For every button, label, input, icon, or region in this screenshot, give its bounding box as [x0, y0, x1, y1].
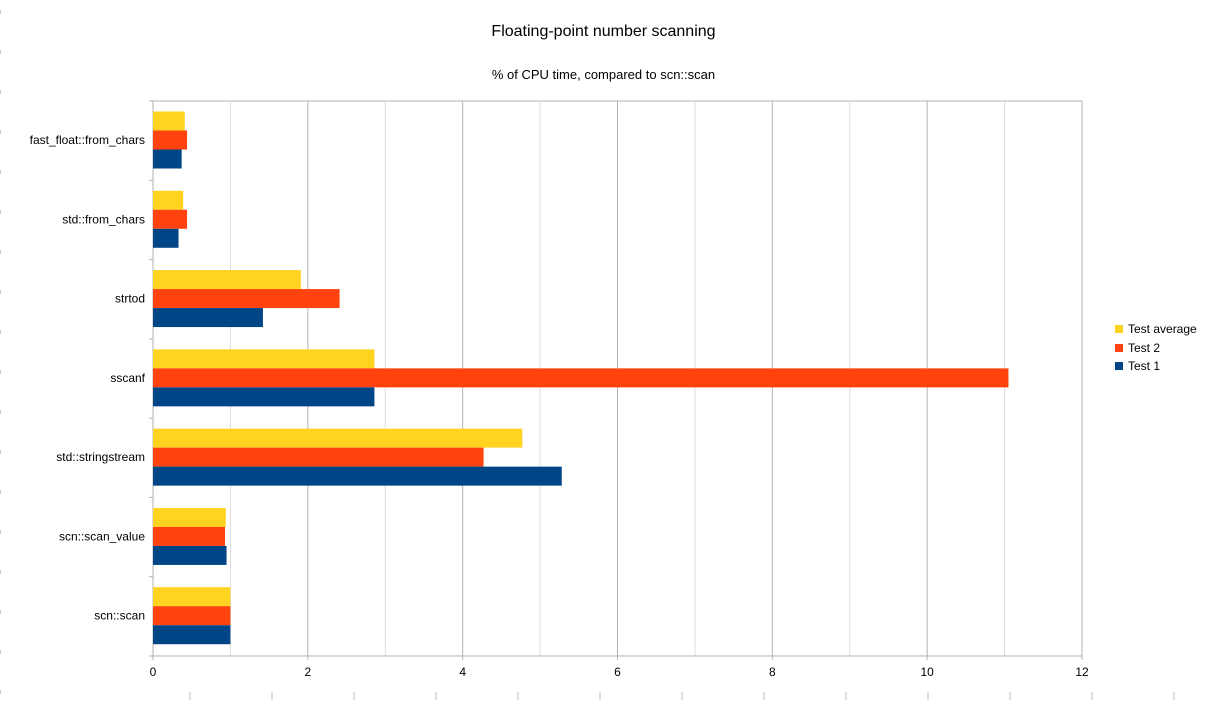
- category-label: sscanf: [110, 371, 145, 385]
- x-tick-label: 4: [459, 665, 466, 679]
- bar: [153, 387, 375, 407]
- bar: [153, 289, 340, 309]
- legend-item-test-2: Test 2: [1115, 339, 1197, 358]
- legend-swatch: [1115, 362, 1123, 371]
- bar: [153, 349, 375, 369]
- bar: [153, 447, 484, 467]
- bar: [153, 587, 231, 607]
- bar: [153, 368, 1009, 388]
- bar: [153, 526, 225, 546]
- x-tick-label: 0: [150, 665, 157, 679]
- legend-label: Test 1: [1128, 359, 1161, 374]
- category-label: fast_float::from_chars: [30, 133, 145, 147]
- chart-subtitle: % of CPU time, compared to scn::scan: [491, 67, 716, 82]
- category-label: scn::scan: [94, 609, 145, 623]
- legend-swatch: [1115, 325, 1123, 334]
- bar: [153, 625, 231, 645]
- bar: [153, 507, 226, 527]
- legend-item-test-average: Test average: [1115, 320, 1197, 339]
- category-label: std::from_chars: [62, 212, 145, 226]
- category-label: scn::scan_value: [59, 529, 145, 543]
- x-tick-label: 8: [769, 665, 776, 679]
- bar: [153, 428, 523, 448]
- x-tick-label: 6: [614, 665, 621, 679]
- bar: [153, 111, 185, 131]
- bar: [153, 308, 263, 328]
- category-label: strtod: [115, 292, 145, 306]
- bar: [153, 190, 184, 210]
- bar: [153, 228, 179, 248]
- category-label: std::stringstream: [56, 450, 145, 464]
- legend-item-test-1: Test 1: [1115, 357, 1197, 376]
- x-tick-label: 12: [1075, 665, 1089, 679]
- legend-label: Test 2: [1128, 340, 1161, 355]
- bar: [153, 149, 182, 169]
- legend-label: Test average: [1128, 322, 1197, 337]
- bar: [153, 545, 227, 565]
- bar: [153, 209, 188, 229]
- bar: [153, 606, 231, 626]
- chart-legend: Test average Test 2 Test 1: [1115, 320, 1197, 376]
- x-tick-label: 2: [304, 665, 311, 679]
- x-tick-label: 10: [920, 665, 934, 679]
- bar: [153, 130, 188, 150]
- chart-title: Floating-point number scanning: [491, 23, 716, 40]
- legend-swatch: [1115, 343, 1123, 352]
- bar: [153, 466, 562, 486]
- bar: [153, 270, 301, 290]
